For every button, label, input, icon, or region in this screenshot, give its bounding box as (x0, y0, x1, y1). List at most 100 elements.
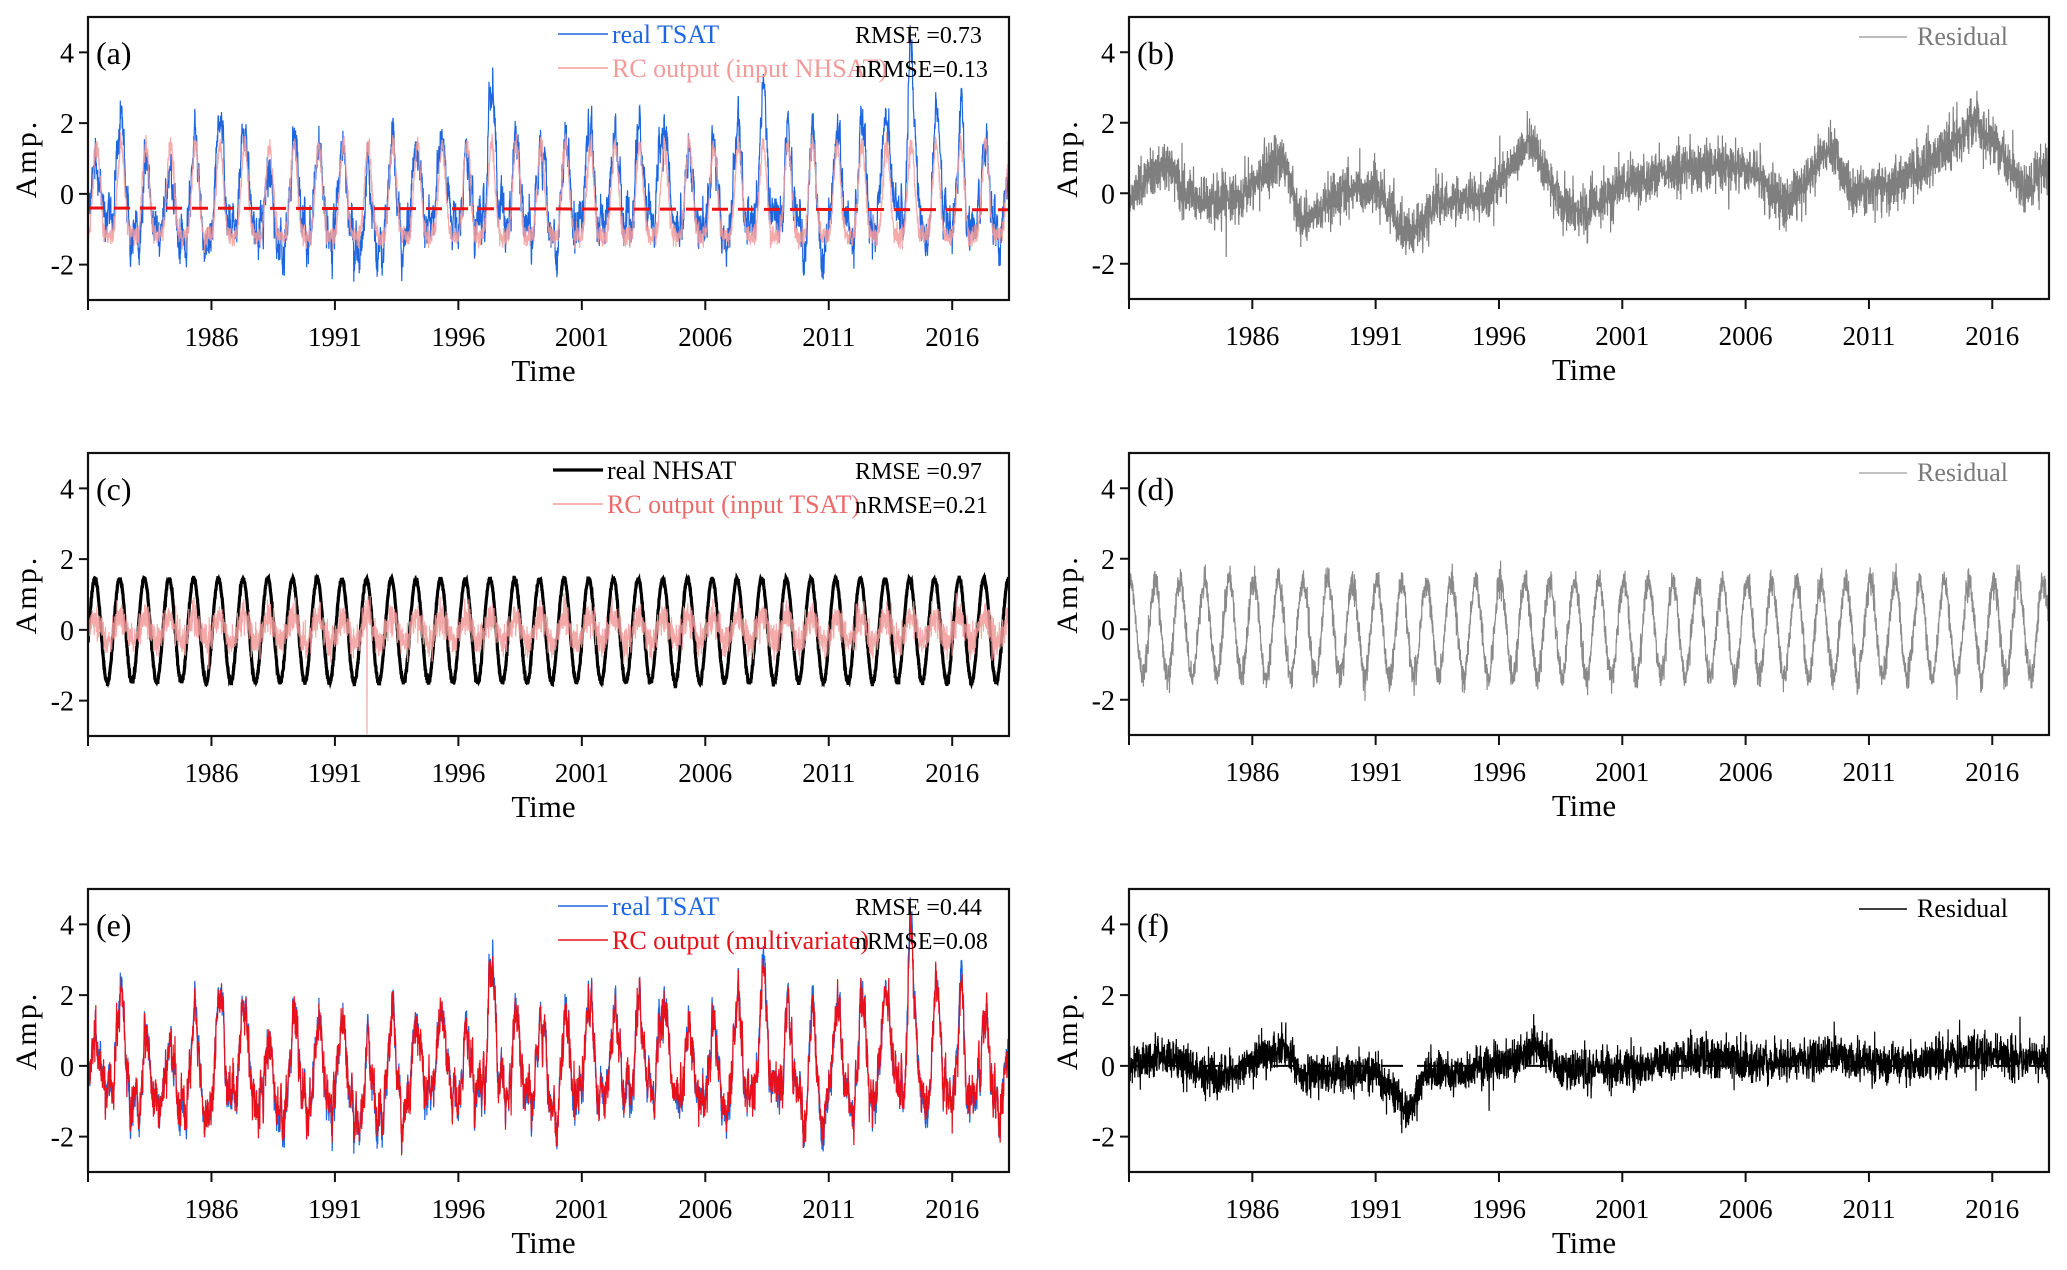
y-tick-label: 0 (1101, 1052, 1115, 1083)
x-tick-label: 2016 (925, 758, 979, 788)
x-axis-label: Time (1552, 1225, 1616, 1260)
x-tick-label: 2011 (802, 1194, 855, 1224)
x-tick-label: 2001 (1595, 321, 1649, 351)
legend-label: Residual (1917, 894, 2008, 923)
legend-label: real TSAT (612, 892, 719, 921)
series-line-rc-output-input-tsat- (88, 593, 1009, 735)
panel-c: -2 0 2 4 1986 1991 1996 2001 2006 2011 2016 Time Amp… (10, 451, 1011, 824)
x-axis-label: Time (1552, 788, 1616, 823)
y-tick-label: -2 (51, 1123, 74, 1154)
x-tick-label: 2001 (555, 1194, 609, 1224)
y-tick-label: -2 (1092, 686, 1115, 717)
y-tick-label: 2 (1101, 109, 1115, 140)
x-tick-label: 2016 (925, 1194, 979, 1224)
y-tick-label: 4 (60, 38, 74, 69)
plot-frame (86, 15, 1011, 302)
x-tick-label: 1996 (431, 322, 485, 352)
x-tick-label: 1991 (308, 322, 362, 352)
x-tick-label: 1996 (431, 758, 485, 788)
x-tick-label: 2016 (925, 322, 979, 352)
y-tick-label: 2 (60, 109, 74, 140)
x-axis-label: Time (511, 789, 575, 824)
x-tick-label: 2011 (1842, 321, 1895, 351)
x-tick-label: 1996 (1472, 757, 1526, 787)
y-tick-label: 2 (60, 545, 74, 576)
y-tick-label: 4 (1101, 474, 1115, 505)
plot-frame (1127, 887, 2051, 1174)
x-tick-label: 2011 (1842, 1194, 1895, 1224)
panel-e: -2 0 2 4 1986 1991 1996 2001 2006 2011 2016 Time Amp… (10, 887, 1011, 1260)
series-line-residual (1129, 90, 2049, 258)
y-axis-label: Amp. (10, 991, 43, 1071)
x-tick-label: 1986 (184, 758, 238, 788)
rmse-value: RMSE =0.44 (855, 895, 982, 921)
y-tick-label: 2 (60, 981, 74, 1012)
x-axis-label: Time (511, 1225, 575, 1260)
legend-label: RC output (input TSAT) (607, 490, 860, 519)
series-line-residual (1129, 560, 2049, 701)
x-tick-label: 2006 (1719, 321, 1773, 351)
panel-a: -2 0 2 4 1986 1991 1996 2001 2006 2011 2016 Time Amp… (10, 15, 1011, 388)
y-tick-label: 2 (1101, 981, 1115, 1012)
x-tick-label: 2011 (1842, 757, 1895, 787)
plot-frame (86, 887, 1011, 1174)
x-tick-label: 2001 (555, 322, 609, 352)
y-tick-label: 4 (60, 474, 74, 505)
rmse-value: RMSE =0.97 (855, 459, 982, 485)
panel-label: (c) (96, 471, 132, 507)
x-tick-label: 2006 (678, 322, 732, 352)
plot-frame (86, 451, 1011, 738)
series-line-real-nhsat (88, 571, 1009, 690)
y-tick-label: 0 (60, 1052, 74, 1083)
y-axis-label: Amp. (1051, 991, 1084, 1071)
nrmse-value: nRMSE=0.08 (855, 929, 988, 955)
x-tick-label: 2011 (802, 758, 855, 788)
nrmse-value: nRMSE=0.13 (855, 57, 988, 83)
series-line-residual (1129, 1014, 2049, 1134)
y-axis-label: Amp. (1051, 118, 1084, 198)
y-tick-label: -2 (51, 251, 74, 282)
x-tick-label: 1991 (308, 758, 362, 788)
panel-label: (e) (96, 907, 132, 943)
y-tick-label: 4 (1101, 38, 1115, 69)
x-tick-label: 1991 (1349, 757, 1403, 787)
reference-dashed-line (87, 206, 1010, 212)
x-tick-label: 2006 (1719, 1194, 1773, 1224)
x-tick-label: 1986 (184, 1194, 238, 1224)
panel-b: -2 0 2 4 1986 1991 1996 2001 2006 2011 2016 Time Amp… (1051, 15, 2051, 387)
series-line-rc-output-multivariate- (88, 905, 1009, 1156)
y-tick-label: 2 (1101, 545, 1115, 576)
x-tick-label: 2016 (1965, 321, 2019, 351)
x-tick-label: 1986 (1225, 321, 1279, 351)
panel-label: (b) (1137, 35, 1174, 71)
x-tick-label: 2016 (1965, 1194, 2019, 1224)
x-tick-label: 1991 (1349, 1194, 1403, 1224)
y-tick-label: -2 (1092, 250, 1115, 281)
series-line-real-tsat (88, 25, 1009, 282)
x-tick-label: 2006 (678, 1194, 732, 1224)
x-tick-label: 2006 (678, 758, 732, 788)
series-line-rc-output-input-nhsat- (88, 131, 1009, 254)
x-tick-label: 2011 (802, 322, 855, 352)
x-tick-label: 1986 (1225, 757, 1279, 787)
panel-label: (a) (96, 35, 132, 71)
legend-label: real NHSAT (607, 456, 736, 485)
y-tick-label: 0 (1101, 179, 1115, 210)
x-tick-label: 1986 (1225, 1194, 1279, 1224)
y-axis-label: Amp. (10, 119, 43, 199)
y-tick-label: 4 (1101, 910, 1115, 941)
y-axis-label: Amp. (1051, 554, 1084, 634)
x-axis-label: Time (511, 353, 575, 388)
x-tick-label: 2001 (555, 758, 609, 788)
y-tick-label: -2 (51, 687, 74, 718)
legend-label: RC output (multivariate) (612, 926, 869, 955)
x-tick-label: 2016 (1965, 757, 2019, 787)
panel-f: -2 0 2 4 1986 1991 1996 2001 2006 2011 2016 Time Amp… (1051, 887, 2051, 1260)
x-tick-label: 2006 (1719, 757, 1773, 787)
legend-label: RC output (input NHSAT) (612, 54, 887, 83)
y-tick-label: 0 (60, 616, 74, 647)
x-tick-label: 2001 (1595, 757, 1649, 787)
y-tick-label: 0 (1101, 615, 1115, 646)
panel-d: -2 0 2 4 1986 1991 1996 2001 2006 2011 2016 Time Amp… (1051, 451, 2051, 823)
